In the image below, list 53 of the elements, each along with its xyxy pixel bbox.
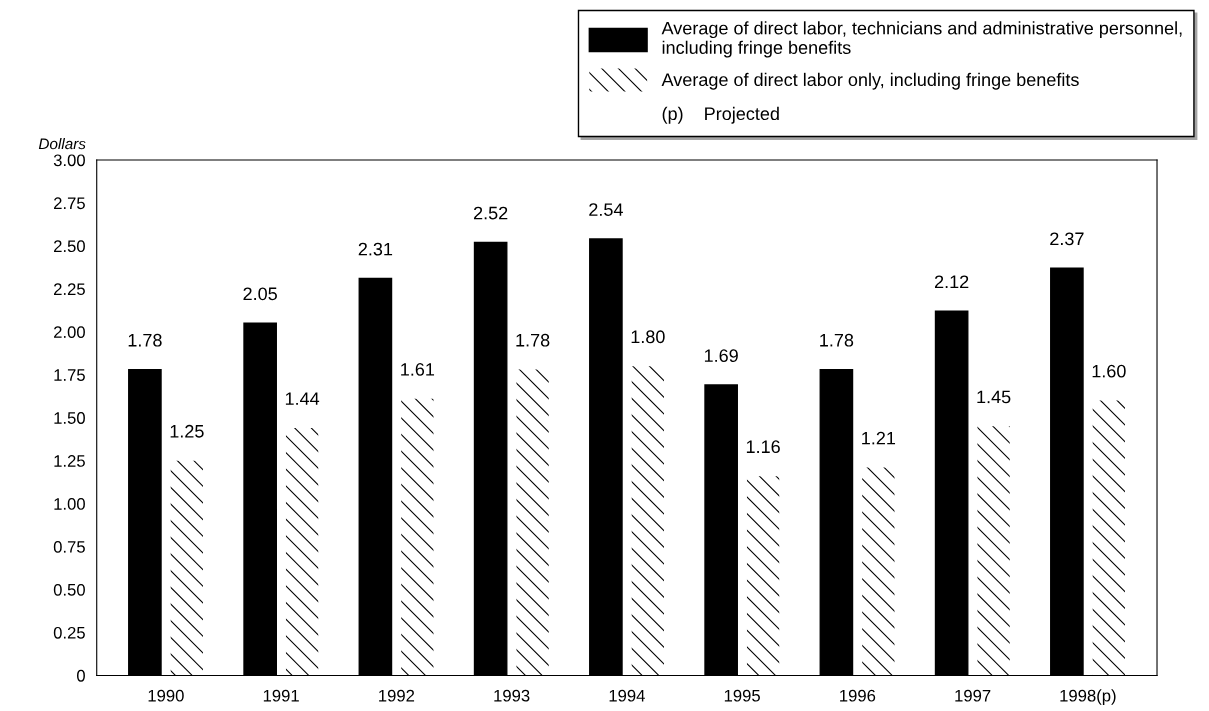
y-tick-label: 2.25: [54, 283, 85, 296]
text: (p) Projected: [662, 106, 779, 124]
data-label: 1.60: [1092, 364, 1126, 378]
data-label: 1.25: [170, 424, 204, 438]
data-label: 2.31: [358, 242, 393, 256]
data-label: 2.12: [934, 275, 969, 288]
x-tick-label: 1991: [263, 689, 299, 702]
data-label: 1.69: [704, 349, 738, 363]
data-label: 2.52: [473, 206, 508, 220]
bar: [285, 428, 319, 676]
y-tick-label: 2.00: [54, 326, 85, 338]
data-label: 1.78: [820, 333, 854, 347]
data-label: 2.37: [1050, 232, 1084, 246]
bar: [631, 366, 664, 676]
y-tick-label: 0.25: [53, 626, 85, 639]
data-label: 1.78: [516, 333, 550, 347]
data-label: 1.44: [285, 392, 320, 405]
data-label: 1.78: [128, 333, 162, 347]
y-axis-title: Dollars: [38, 138, 86, 150]
bar: [977, 426, 1010, 676]
legend-label: Average of direct labor, technicians and administrative personnel, including fringe benefits: [661, 21, 1182, 58]
y-tick-label: 3.00: [53, 154, 85, 167]
y-tick-label: 0.75: [53, 540, 85, 553]
bar: [170, 460, 203, 676]
bar: [746, 476, 780, 676]
x-tick-label: 1993: [494, 689, 530, 702]
bar: [516, 369, 549, 676]
x-tick-label: 1997: [955, 689, 991, 702]
data-label: 1.61: [401, 363, 435, 376]
legend-label: Average of direct labor only, including fringe benefits: [661, 72, 1079, 90]
y-tick-label: 0: [76, 669, 85, 682]
y-tick-label: 1.75: [54, 369, 85, 381]
y-tick-label: 2.75: [54, 197, 85, 210]
y-tick-label: 1.25: [54, 455, 85, 467]
y-tick-label: 1.00: [54, 498, 85, 510]
x-tick-label: 1994: [609, 689, 645, 702]
bar: [1092, 400, 1125, 676]
x-tick-label: 1995: [724, 689, 760, 702]
x-tick-label: 1996: [840, 689, 876, 702]
data-label: 1.45: [977, 390, 1011, 404]
data-label: 1.21: [862, 431, 896, 445]
data-label: 1.80: [631, 330, 665, 344]
bar: [862, 467, 895, 676]
y-tick-label: 0.50: [53, 583, 85, 596]
x-tick-label: 1990: [148, 689, 184, 702]
data-label: 2.05: [243, 287, 277, 301]
x-tick-label: 1992: [379, 689, 415, 702]
x-tick-label: 1998(p): [1060, 689, 1116, 705]
y-tick-label: 1.50: [54, 412, 85, 424]
bar: [401, 398, 434, 676]
data-label: 2.54: [589, 203, 623, 216]
y-tick-label: 2.50: [54, 240, 85, 253]
data-label: 1.16: [746, 440, 780, 454]
